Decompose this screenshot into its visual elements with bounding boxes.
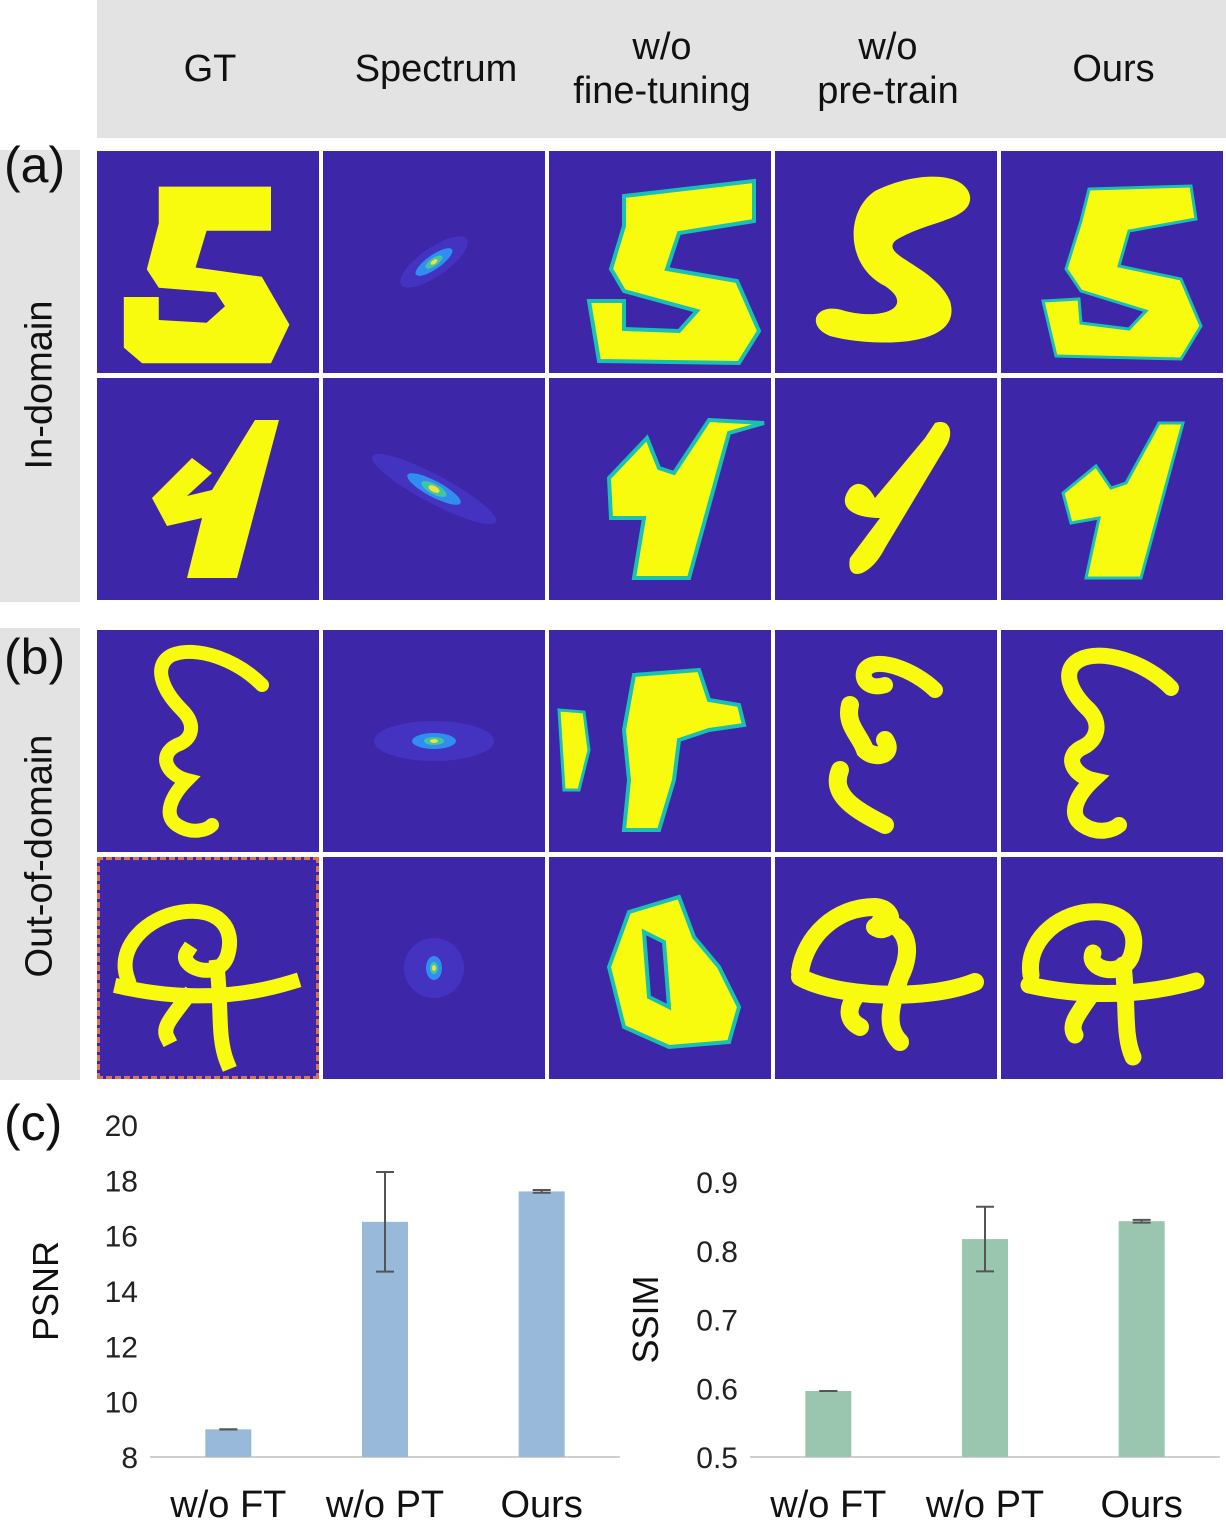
row-label-in-domain: In-domain xyxy=(18,300,61,470)
ytick-label: 0.8 xyxy=(696,1236,738,1269)
column-title-gt: GT xyxy=(97,0,323,138)
digit-five-ours xyxy=(1041,184,1203,361)
bar-w-o-ft xyxy=(805,1391,852,1457)
column-title-ours: Ours xyxy=(1001,0,1226,138)
image-row1-wo-pretrain xyxy=(775,151,997,373)
image-row4-spectrum xyxy=(323,857,545,1079)
glyph-a-wo-pt-bottom xyxy=(828,761,894,834)
image-row3-spectrum xyxy=(323,630,545,852)
digit-five-wo-pt xyxy=(815,176,971,343)
digit-five-gt xyxy=(123,186,290,364)
digit-four-wo-pt xyxy=(844,422,951,575)
psnr-bar-chart: 8 10 12 14 16 18 20 PSNR w/o FT w/o PT Ours xyxy=(30,1110,620,1526)
image-row1-spectrum xyxy=(323,151,545,373)
ytick-label: 20 xyxy=(105,1110,138,1143)
ytick-label: 14 xyxy=(105,1276,138,1309)
panel-letter-b: (b) xyxy=(4,629,66,685)
image-row4-ours xyxy=(1001,857,1223,1079)
column-title-wo-finetuning-text: w/o fine-tuning xyxy=(573,26,751,112)
ytick-label: 8 xyxy=(121,1442,138,1475)
glyph-a-wo-ft-left xyxy=(557,708,591,792)
bar-ours xyxy=(1118,1221,1165,1457)
digit-four-gt xyxy=(152,420,279,578)
panel-letter-a: (a) xyxy=(4,137,66,193)
glyph-a-wo-ft-main xyxy=(621,667,747,832)
glyph-b-wo-pt xyxy=(791,897,984,1051)
image-row2-gt xyxy=(97,378,319,600)
column-title-wo-pretrain: w/o pre-train xyxy=(775,0,1001,138)
image-row2-wo-finetuning xyxy=(549,378,771,600)
column-header-band xyxy=(97,0,1226,138)
y-axis-label: PSNR xyxy=(30,1241,66,1341)
ytick-label: 0.5 xyxy=(696,1442,738,1475)
glyph-b-ours xyxy=(1020,903,1205,1066)
bar-w-o-pt xyxy=(962,1239,1008,1457)
side-band-in-domain xyxy=(0,150,80,602)
xtick-label: w/o PT xyxy=(925,1484,1044,1526)
image-row3-gt xyxy=(97,630,319,852)
panel-letter-c: (c) xyxy=(4,1095,63,1151)
image-row1-ours xyxy=(1001,151,1223,373)
glyph-a-wo-pt-top xyxy=(855,655,943,698)
xtick-label: Ours xyxy=(1100,1484,1182,1526)
glyph-b-wo-ft xyxy=(606,894,742,1050)
xtick-label: w/o FT xyxy=(169,1484,286,1526)
image-row4-wo-pretrain xyxy=(775,857,997,1079)
column-title-wo-finetuning: w/o fine-tuning xyxy=(549,0,775,138)
glyph-a-gt xyxy=(154,644,269,838)
image-row2-spectrum xyxy=(323,378,545,600)
ytick-label: 12 xyxy=(105,1331,138,1364)
xtick-label: w/o FT xyxy=(769,1484,886,1526)
column-title-spectrum-text: Spectrum xyxy=(354,48,518,90)
xtick-label: Ours xyxy=(500,1484,582,1526)
xtick-label: w/o PT xyxy=(325,1484,444,1526)
ytick-label: 0.7 xyxy=(696,1305,738,1338)
image-row1-gt xyxy=(97,151,319,373)
y-axis-label: SSIM xyxy=(630,1275,666,1363)
ytick-label: 16 xyxy=(105,1221,138,1254)
column-title-spectrum: Spectrum xyxy=(323,0,549,138)
digit-four-wo-ft xyxy=(606,417,765,580)
image-row3-wo-pretrain xyxy=(775,630,997,852)
image-row1-wo-finetuning xyxy=(549,151,771,373)
side-band-out-of-domain xyxy=(0,628,80,1080)
row-label-out-of-domain: Out-of-domain xyxy=(18,734,61,978)
bar-w-o-ft xyxy=(205,1429,252,1457)
image-row3-wo-finetuning xyxy=(549,630,771,852)
image-row2-wo-pretrain xyxy=(775,378,997,600)
ytick-label: 18 xyxy=(105,1165,138,1198)
image-row4-wo-finetuning xyxy=(549,857,771,1079)
ytick-label: 0.6 xyxy=(696,1373,738,1406)
bar-ours xyxy=(518,1191,565,1457)
column-title-wo-pretrain-text: w/o pre-train xyxy=(817,26,959,112)
column-title-gt-text: GT xyxy=(183,48,237,90)
ssim-bar-chart: 0.5 0.6 0.7 0.8 0.9 SSIM w/o FT w/o PT Ours xyxy=(630,1167,1220,1526)
glyph-b-gt xyxy=(113,903,302,1072)
glyph-a-ours xyxy=(1061,647,1179,839)
image-row4-gt xyxy=(97,857,319,1079)
glyph-a-wo-pt-mid xyxy=(840,696,897,765)
ytick-label: 10 xyxy=(105,1387,138,1420)
digit-five-wo-ft xyxy=(586,178,762,366)
digit-four-ours xyxy=(1061,421,1185,580)
column-title-ours-text: Ours xyxy=(1072,48,1155,90)
image-row3-ours xyxy=(1001,630,1223,852)
ytick-label: 0.9 xyxy=(696,1167,738,1200)
image-row2-ours xyxy=(1001,378,1223,600)
